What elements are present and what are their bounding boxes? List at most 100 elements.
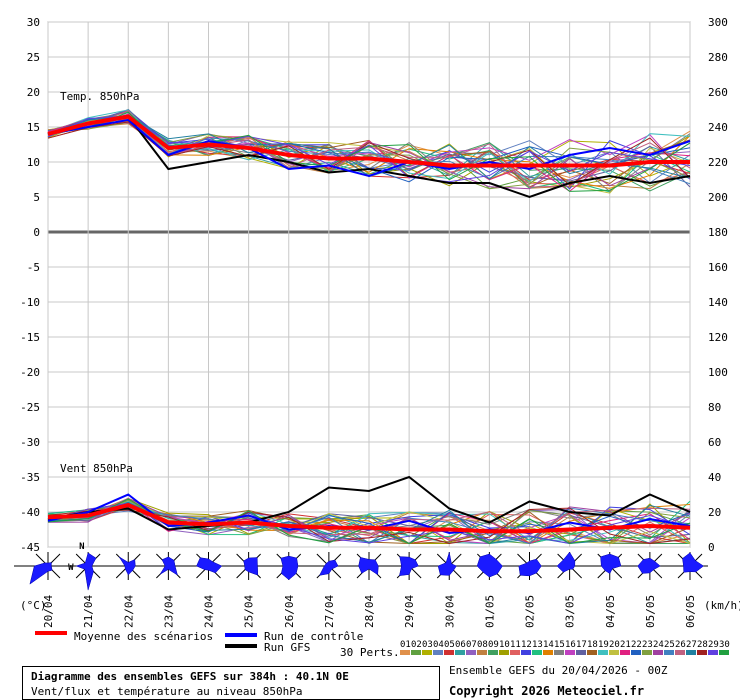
- left-tick-label: -30: [20, 436, 40, 449]
- left-tick-label: 5: [33, 191, 40, 204]
- legend-gfs-swatch: [225, 644, 257, 648]
- wind-rose: [436, 552, 462, 580]
- left-tick-label: 20: [27, 86, 40, 99]
- rose-petals: [29, 562, 53, 585]
- rose-petals: [243, 557, 259, 576]
- pert-legend-swatch: [510, 650, 520, 655]
- right-tick-label: 120: [708, 331, 728, 344]
- pert-legend-id: 06: [455, 640, 466, 650]
- right-tick-label: 200: [708, 191, 728, 204]
- series-temp-line-0: [47, 114, 690, 168]
- left-tick-label: -5: [27, 261, 40, 274]
- pert-legend-id: 28: [697, 640, 708, 650]
- rose-petals: [75, 552, 97, 591]
- left-tick-label: 15: [27, 121, 40, 134]
- rose-petals: [437, 552, 457, 576]
- left-tick-label: -20: [20, 366, 40, 379]
- legend: Moyenne des scénarios Run de contrôle Ru…: [35, 630, 730, 659]
- x-tick-label: 21/04: [82, 595, 95, 628]
- wind-rose: [156, 552, 181, 580]
- wind-rose: [236, 552, 261, 580]
- copyright: Copyright 2026 Meteociel.fr: [449, 684, 645, 698]
- x-tick-label: 05/05: [644, 595, 657, 628]
- wind-panel-label: Vent 850hPa: [60, 462, 133, 475]
- pert-legend-id: 04: [433, 640, 444, 650]
- pert-legend-id: 02: [411, 640, 422, 650]
- rose-petals: [556, 551, 576, 573]
- footer-subtitle: Vent/flux et température au niveau 850hP…: [31, 685, 303, 698]
- wind-rose: [115, 552, 141, 580]
- pert-legend-swatch: [400, 650, 410, 655]
- left-tick-label: 30: [27, 16, 40, 29]
- rose-petals: [476, 553, 503, 578]
- rose-petals: [518, 558, 542, 577]
- wind-rose: [597, 552, 623, 580]
- pert-legend-swatch: [719, 650, 729, 655]
- rose-petals: [319, 559, 339, 576]
- run-info: Ensemble GEFS du 20/04/2026 - 00Z: [449, 664, 668, 677]
- wind-unit-label: (km/h): [704, 599, 740, 612]
- pert-legend-swatch: [675, 650, 685, 655]
- left-axis: 30 25 20 15 10 5 0 -5 -10 -15 -20 -25 -30 -35 -40 -45: [20, 16, 40, 554]
- right-tick-label: 160: [708, 261, 728, 274]
- left-tick-label: -10: [20, 296, 40, 309]
- pert-legend-id: 08: [477, 640, 488, 650]
- right-tick-label: 180: [708, 226, 728, 239]
- pert-legend-id: 18: [587, 640, 598, 650]
- wind-rose: [29, 552, 61, 585]
- pert-legend-id: 22: [631, 640, 642, 650]
- rose-petals: [159, 556, 178, 576]
- right-tick-label: 100: [708, 366, 728, 379]
- pert-legend-id: 26: [675, 640, 686, 650]
- x-tick-label: 03/05: [564, 595, 577, 628]
- x-tick-label: 26/04: [283, 595, 296, 628]
- pert-legend-swatch: [444, 650, 454, 655]
- wind-rose: [637, 552, 663, 580]
- x-tick-label: 01/05: [483, 595, 496, 628]
- pert-legend-swatch: [609, 650, 619, 655]
- pert-legend-id: 17: [576, 640, 587, 650]
- footer-title: Diagramme des ensembles GEFS sur 384h : …: [31, 670, 349, 683]
- rose-petals: [600, 553, 622, 574]
- pert-legend-swatch: [554, 650, 564, 655]
- right-tick-label: 280: [708, 51, 728, 64]
- right-tick-label: 220: [708, 156, 728, 169]
- pert-legend-swatch: [488, 650, 498, 655]
- right-tick-label: 40: [708, 471, 721, 484]
- rose-petals: [637, 557, 661, 574]
- pert-legend-swatch: [620, 650, 630, 655]
- rose-petals: [280, 555, 299, 581]
- pert-legend-swatch: [664, 650, 674, 655]
- pert-legend-id: 24: [653, 640, 664, 650]
- pert-legend-swatch: [477, 650, 487, 655]
- wind-rose: [677, 552, 704, 580]
- x-tick-label: 25/04: [243, 595, 256, 628]
- pert-legend-id: 11: [510, 640, 521, 650]
- x-tick-label: 30/04: [443, 595, 456, 628]
- temp-unit-label: (°C): [20, 599, 47, 612]
- pert-legend-swatch: [686, 650, 696, 655]
- pert-legend-id: 23: [642, 640, 653, 650]
- pert-legend-id: 01: [400, 640, 411, 650]
- temp-panel-label: Temp. 850hPa: [60, 90, 139, 103]
- pert-legend-swatch: [455, 650, 465, 655]
- pert-legend-swatch: [576, 650, 586, 655]
- wind-rose: [316, 552, 342, 580]
- pert-legend-swatch: [422, 650, 432, 655]
- x-tick-label: 02/05: [524, 595, 537, 628]
- compass-north-label: N: [79, 542, 84, 552]
- legend-mean-swatch: [35, 631, 67, 635]
- pert-legend-id: 29: [708, 640, 719, 650]
- right-tick-label: 80: [708, 401, 721, 414]
- wind-rose: [276, 552, 302, 581]
- pert-legend-swatch: [697, 650, 707, 655]
- pert-legend-id: 14: [543, 640, 554, 650]
- pert-legend-swatch: [532, 650, 542, 655]
- wind-rose: [196, 552, 223, 580]
- left-tick-label: -35: [20, 471, 40, 484]
- pert-legend-id: 30: [719, 640, 730, 650]
- left-tick-label: -40: [20, 506, 40, 519]
- pert-legend-swatch: [433, 650, 443, 655]
- rose-petals: [399, 556, 419, 576]
